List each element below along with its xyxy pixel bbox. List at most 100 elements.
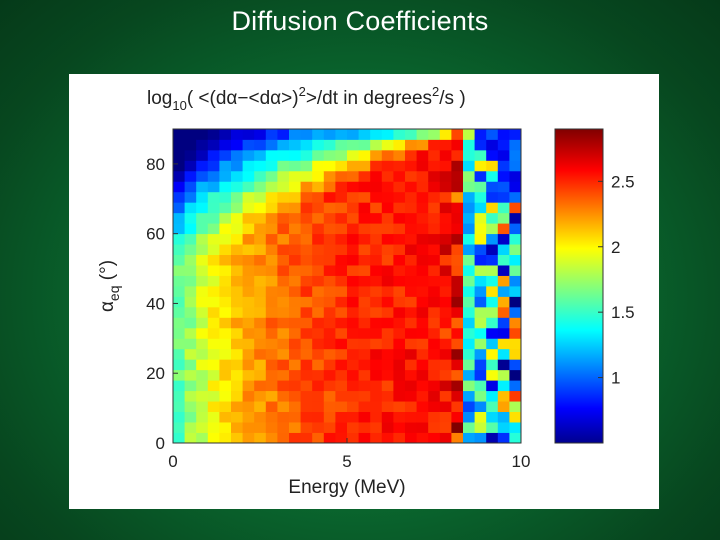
heatmap-cell <box>486 160 499 172</box>
heatmap-cell <box>219 265 232 276</box>
heatmap-cell <box>277 422 290 433</box>
heatmap-cell <box>207 275 220 287</box>
heatmap-cell <box>347 369 359 381</box>
heatmap-cell <box>486 432 499 444</box>
heatmap-cell <box>173 422 185 433</box>
heatmap-cell <box>497 160 510 172</box>
heatmap-cell <box>509 306 522 318</box>
heatmap-cell <box>509 432 522 444</box>
heatmap-cell <box>370 265 383 276</box>
heatmap-cell <box>405 254 417 266</box>
heatmap-cell <box>463 202 475 214</box>
heatmap-cell <box>497 129 510 140</box>
heatmap-cell <box>231 369 243 381</box>
heatmap-cell <box>277 369 290 381</box>
heatmap-cell <box>219 139 232 151</box>
heatmap-cell <box>509 348 522 360</box>
heatmap-cell <box>323 422 336 433</box>
heatmap-cell <box>439 202 452 214</box>
heatmap-cell <box>405 286 417 297</box>
heatmap-cell <box>439 170 452 182</box>
heatmap-cell <box>509 338 522 350</box>
heatmap-cell <box>207 265 220 276</box>
heatmap-cell <box>486 149 499 161</box>
heatmap-cell <box>405 149 417 161</box>
heatmap-cell <box>439 380 452 392</box>
heatmap-cell <box>184 432 197 444</box>
heatmap-cell <box>509 275 522 287</box>
heatmap-cell <box>428 265 441 276</box>
heatmap-cell <box>289 401 301 412</box>
heatmap-cell <box>207 411 220 423</box>
heatmap-cell <box>358 422 371 433</box>
heatmap-cell <box>323 181 336 193</box>
heatmap-cell <box>196 212 209 224</box>
x-tick-label: 10 <box>512 452 531 471</box>
heatmap-cell <box>277 411 290 423</box>
heatmap-cell <box>416 317 429 329</box>
heatmap-cell <box>451 181 464 193</box>
heatmap-cell <box>312 149 325 161</box>
heatmap-cell <box>335 296 348 308</box>
heatmap-cell <box>486 411 499 423</box>
heatmap-cell <box>358 317 371 329</box>
heatmap-cell <box>207 149 220 161</box>
heatmap-cell <box>463 432 475 444</box>
heatmap-cell <box>370 432 383 444</box>
heatmap-cell <box>474 390 487 402</box>
heatmap-cell <box>439 401 452 412</box>
chart-title: log10( <(dα−<dα>)2>/dt in degrees2/s ) <box>147 84 466 113</box>
heatmap-cell <box>300 369 313 381</box>
colorbar-tick-label: 1 <box>611 369 620 388</box>
heatmap-cell <box>358 160 371 172</box>
heatmap-cell <box>497 191 510 203</box>
heatmap-cell <box>405 223 417 235</box>
heatmap-cell <box>358 181 371 193</box>
heatmap-cell <box>474 191 487 203</box>
heatmap-cell <box>428 129 441 140</box>
heatmap-cell <box>265 181 278 193</box>
heatmap-cell <box>405 202 417 214</box>
heatmap-cell <box>312 338 325 350</box>
heatmap-cell <box>428 139 441 151</box>
heatmap-cell <box>405 422 417 433</box>
heatmap-cell <box>335 149 348 161</box>
heatmap-cell <box>463 390 475 402</box>
heatmap-cell <box>428 348 441 360</box>
heatmap-cell <box>347 139 359 151</box>
heatmap-cell <box>463 181 475 193</box>
heatmap-cell <box>439 244 452 255</box>
heatmap-cell <box>254 149 267 161</box>
heatmap-cell <box>242 212 255 224</box>
colorbar <box>554 128 604 444</box>
heatmap-cell <box>173 369 185 381</box>
heatmap-cell <box>497 212 510 224</box>
heatmap-cell <box>300 212 313 224</box>
heatmap-cell <box>393 422 406 433</box>
heatmap-cell <box>393 380 406 392</box>
heatmap-cell <box>300 275 313 287</box>
heatmap-cell <box>405 170 417 182</box>
heatmap-cell <box>254 191 267 203</box>
heatmap-cell <box>381 380 394 392</box>
heatmap-cell <box>451 265 464 276</box>
heatmap-cell <box>335 129 348 140</box>
heatmap-cell <box>254 390 267 402</box>
heatmap-cell <box>370 139 383 151</box>
heatmap-cell <box>486 244 499 255</box>
heatmap-cell <box>173 233 185 245</box>
heatmap-cell <box>509 369 522 381</box>
heatmap-cell <box>439 191 452 203</box>
heatmap-cell <box>242 296 255 308</box>
heatmap-cell <box>277 181 290 193</box>
heatmap-cell <box>358 265 371 276</box>
heatmap-cell <box>428 181 441 193</box>
heatmap-cell <box>393 139 406 151</box>
heatmap-cell <box>265 327 278 339</box>
heatmap-cell <box>242 338 255 350</box>
heatmap-cell <box>184 254 197 266</box>
heatmap-cell <box>312 317 325 329</box>
heatmap-cell <box>196 129 209 140</box>
colorbar-tick-label: 2.5 <box>611 172 635 191</box>
heatmap-cell <box>207 160 220 172</box>
